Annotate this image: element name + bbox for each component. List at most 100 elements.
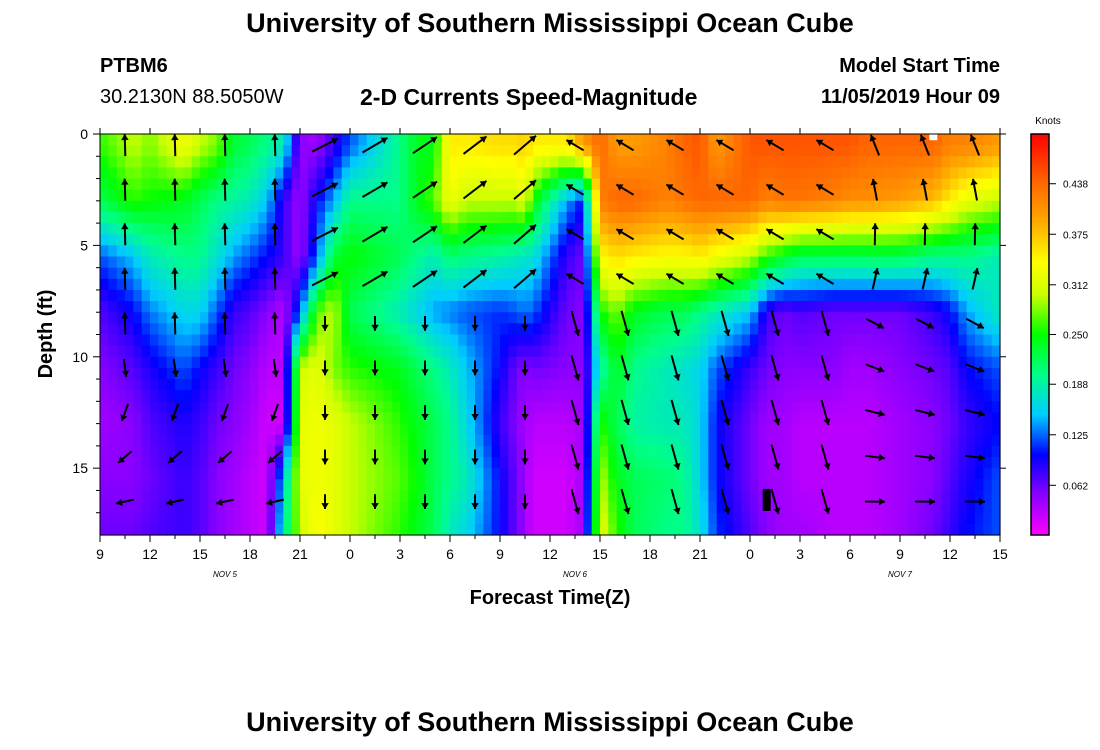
heat-cell	[125, 367, 134, 380]
heat-cell	[891, 289, 901, 302]
heat-cell	[600, 479, 609, 492]
heat-cell	[308, 223, 318, 235]
heat-cell	[275, 401, 284, 414]
current-arrow	[171, 223, 179, 246]
heat-cell	[616, 423, 626, 436]
heat-cell	[416, 134, 426, 146]
heat-cell	[450, 323, 459, 336]
heat-cell	[433, 423, 443, 436]
heat-cell	[325, 167, 334, 180]
heat-cell	[675, 367, 684, 380]
heat-cell	[358, 256, 368, 269]
heat-cell	[633, 289, 643, 302]
heat-cell	[775, 479, 784, 492]
heat-cell	[633, 267, 643, 280]
heat-cell	[816, 345, 826, 358]
heat-cell	[716, 245, 726, 258]
heat-cell	[258, 334, 268, 347]
heat-cell	[683, 356, 693, 369]
heat-cell	[475, 412, 484, 425]
heat-cell	[866, 145, 876, 157]
heat-cell	[883, 367, 893, 380]
heat-cell	[600, 412, 609, 425]
heat-cell	[550, 412, 559, 425]
current-arrow	[570, 444, 581, 470]
heat-cell	[275, 423, 284, 436]
heat-cell	[950, 200, 959, 213]
heat-cell	[691, 323, 701, 336]
heat-cell	[375, 479, 384, 492]
heat-cell	[766, 501, 776, 514]
heat-cell	[583, 367, 593, 380]
heat-cell	[833, 423, 843, 436]
heat-cell	[516, 423, 526, 436]
heat-cell	[358, 479, 368, 492]
heat-cell	[158, 178, 168, 191]
heat-cell	[325, 434, 334, 447]
heat-cell	[491, 445, 501, 458]
heat-cell	[316, 312, 326, 324]
heat-cell	[558, 345, 568, 358]
heat-cell	[150, 234, 159, 246]
current-arrow	[615, 272, 635, 285]
heat-cell	[358, 523, 368, 536]
heat-cell	[541, 256, 551, 269]
heat-cell	[533, 267, 543, 280]
heat-cell	[650, 468, 659, 480]
heat-cell	[350, 312, 359, 324]
heat-cell	[116, 379, 126, 391]
heat-cell	[941, 189, 951, 202]
heat-cell	[525, 167, 534, 180]
heat-cell	[925, 445, 934, 458]
heat-cell	[691, 367, 701, 380]
heat-cell	[408, 200, 418, 213]
heat-cell	[200, 445, 209, 458]
heat-cell	[708, 211, 718, 224]
heat-cell	[541, 345, 551, 358]
heat-cell	[283, 156, 293, 169]
heat-cell	[541, 289, 551, 302]
heat-cell	[433, 457, 443, 469]
heat-cell	[533, 134, 543, 146]
heat-cell	[316, 345, 326, 358]
heat-cell	[116, 134, 126, 146]
heat-cell	[500, 479, 509, 492]
heat-cell	[583, 323, 593, 336]
heat-cell	[366, 512, 376, 525]
heat-cell	[400, 256, 409, 269]
heat-cell	[150, 156, 159, 169]
heat-cell	[475, 457, 484, 469]
heat-cell	[116, 501, 126, 514]
heat-cell	[608, 234, 618, 246]
heat-cell	[108, 356, 118, 369]
heat-cell	[675, 245, 684, 258]
heat-cell	[983, 323, 993, 336]
heat-cell	[366, 390, 376, 402]
heat-cell	[908, 156, 918, 169]
heat-cell	[325, 211, 334, 224]
heat-cell	[866, 312, 876, 324]
heat-cell	[975, 189, 984, 202]
heat-cell	[141, 434, 151, 447]
heat-cell	[266, 412, 276, 425]
heat-cell	[416, 211, 426, 224]
heat-cell	[191, 345, 201, 358]
heat-cell	[583, 256, 593, 269]
heat-cell	[325, 278, 334, 291]
heat-cell	[358, 490, 368, 503]
heat-cell	[391, 323, 401, 336]
heat-cell	[691, 223, 701, 235]
heat-cell	[550, 245, 559, 258]
heat-cell	[891, 412, 901, 425]
heat-cell	[141, 390, 151, 402]
heat-cell	[250, 189, 259, 202]
heat-cell	[958, 479, 968, 492]
heat-cell	[133, 412, 143, 425]
heat-cell	[541, 457, 551, 469]
heat-cell	[791, 189, 801, 202]
heat-cell	[650, 401, 659, 414]
heat-cell	[225, 345, 234, 358]
heat-cell	[200, 323, 209, 336]
heat-cell	[233, 134, 243, 146]
heat-cell	[741, 256, 751, 269]
